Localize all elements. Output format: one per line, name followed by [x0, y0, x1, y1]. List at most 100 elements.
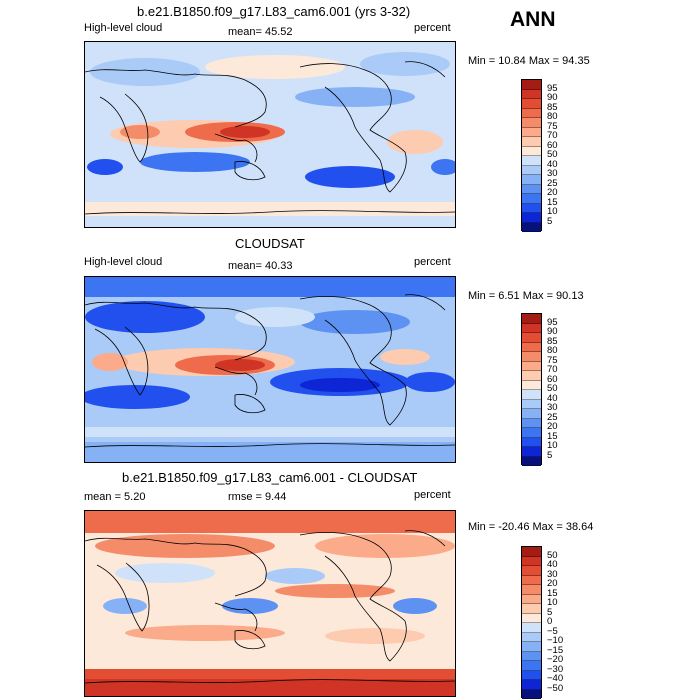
- colorbar-swatch: [522, 323, 541, 333]
- panel1-field-amazon-warm: [387, 130, 443, 154]
- colorbar-tick-label: 95: [547, 82, 558, 94]
- panel2-map-svg: [85, 277, 455, 462]
- panel2-field-warmpool-core: [215, 359, 265, 371]
- panel2-units-label: percent: [414, 256, 451, 268]
- panel1-map-svg: [85, 42, 455, 227]
- panel1-field-africa-warm: [120, 125, 160, 139]
- colorbar-swatch: [522, 371, 541, 381]
- colorbar-tick-label: 85: [547, 335, 558, 347]
- colorbar-swatch: [522, 127, 541, 137]
- panel3-field-sh-orange: [125, 625, 285, 641]
- colorbar-tick-label: 75: [547, 354, 558, 366]
- colorbar-swatch: [522, 604, 541, 614]
- colorbar-tick-label: 80: [547, 111, 558, 122]
- colorbar-frame: [521, 546, 542, 699]
- colorbar-swatch: [522, 390, 541, 400]
- panel3-mean-label: mean = 5.20: [84, 491, 146, 503]
- colorbar-tick-label: −10: [547, 635, 564, 646]
- colorbar-swatch: [522, 418, 541, 428]
- colorbar-tick-label: 90: [547, 92, 558, 103]
- colorbar-swatch: [522, 89, 541, 99]
- colorbar-tick-label: 85: [547, 101, 558, 113]
- panel1-field-so-band: [85, 202, 455, 216]
- panel2-mean-label: mean= 40.33: [228, 260, 293, 272]
- panel2-title: CLOUDSAT: [235, 236, 305, 251]
- panel3-coastlines: [85, 530, 455, 684]
- colorbar-tick-label: 70: [547, 364, 558, 375]
- colorbar-frame: [521, 79, 542, 232]
- colorbar-swatch: [522, 399, 541, 409]
- panel1-map: [84, 41, 456, 228]
- colorbar-tick-label: 15: [547, 430, 558, 442]
- colorbar-frame: [521, 313, 542, 466]
- colorbar-tick-label: 50: [547, 149, 558, 160]
- colorbar-swatch: [522, 642, 541, 652]
- colorbar-tick-label: 20: [547, 187, 558, 198]
- colorbar-swatch: [522, 165, 541, 175]
- colorbar-tick-label: 15: [547, 587, 558, 599]
- panel3-field-pac-lightblue: [265, 568, 325, 584]
- panel1-field-sio-blue: [140, 152, 250, 172]
- colorbar-tick-label: 50: [547, 549, 558, 561]
- colorbar-tick-label: −15: [547, 644, 564, 656]
- colorbar-swatch: [522, 146, 541, 156]
- panel3-map-svg: [85, 511, 455, 696]
- colorbar-swatch: [522, 575, 541, 585]
- colorbar-tick-label: 75: [547, 120, 558, 132]
- panel1-field-sepac-blue: [305, 166, 395, 188]
- colorbar-swatch: [522, 194, 541, 204]
- colorbar-swatch: [522, 437, 541, 447]
- colorbar-swatch: [522, 137, 541, 147]
- colorbar-swatch: [522, 585, 541, 595]
- panel2-field-npac-light: [235, 307, 315, 327]
- panel2-variable-label: High-level cloud: [84, 256, 163, 268]
- panel1-field-nh-warm: [205, 55, 345, 79]
- colorbar-swatch: [522, 661, 541, 671]
- colorbar-tick-label: 60: [547, 373, 558, 385]
- panel3-field-antarctic-red: [85, 679, 455, 696]
- colorbar-swatch: [522, 99, 541, 109]
- panel3-field-nh-orange2: [315, 534, 455, 558]
- colorbar-tick-label: 15: [547, 196, 558, 208]
- panel3-minmax: Min = -20.46 Max = 38.64: [468, 521, 594, 533]
- panel2-field-arctic-blue: [85, 277, 455, 297]
- panel1-variable-label: High-level cloud: [84, 22, 163, 34]
- colorbar-swatch: [522, 623, 541, 633]
- colorbar-swatch: [522, 213, 541, 223]
- colorbar-swatch: [522, 613, 541, 623]
- panel3-field-africa-blue: [103, 598, 147, 614]
- colorbar-tick-label: 0: [547, 616, 553, 627]
- panel1-field-nh-blue2: [360, 52, 450, 76]
- panel2-field-npac-blue: [300, 310, 410, 334]
- panel1-field-satl-blue: [87, 159, 123, 175]
- colorbar-tick-label: 10: [547, 597, 558, 608]
- panel1-minmax: Min = 10.84 Max = 94.35: [468, 55, 590, 67]
- colorbar-tick-label: −50: [547, 682, 564, 694]
- colorbar-tick-label: 70: [547, 130, 558, 141]
- panel2-field-so-light: [85, 427, 455, 437]
- colorbar-tick-label: 30: [547, 402, 558, 413]
- colorbar-swatch: [522, 680, 541, 690]
- colorbar-swatch: [522, 203, 541, 213]
- colorbar-tick-label: 20: [547, 578, 558, 589]
- panel2-field-africa-warm: [92, 353, 128, 371]
- panel2-field-antarctic-blue: [85, 442, 455, 462]
- colorbar-tick-label: 40: [547, 559, 558, 570]
- colorbar-swatch: [522, 314, 541, 324]
- colorbar-swatch: [522, 447, 541, 457]
- colorbar-tick-label: 20: [547, 421, 558, 432]
- panel3-units-label: percent: [414, 489, 451, 501]
- colorbar-swatch: [522, 342, 541, 352]
- panel3-rmse-label: rmse = 9.44: [228, 491, 287, 503]
- season-label: ANN: [510, 8, 556, 31]
- colorbar-tick-label: 95: [547, 316, 558, 328]
- colorbar-tick-label: −5: [547, 625, 558, 637]
- colorbar-swatch: [522, 361, 541, 371]
- colorbar-tick-label: −20: [547, 654, 564, 665]
- panel2-field-sio-blue: [85, 385, 190, 409]
- panel1-field-satl-blue2: [431, 159, 455, 175]
- panel3-field-arctic-red: [85, 511, 455, 533]
- colorbar-swatch: [522, 428, 541, 438]
- colorbar-swatch: [522, 175, 541, 185]
- colorbar-tick-label: 25: [547, 177, 558, 189]
